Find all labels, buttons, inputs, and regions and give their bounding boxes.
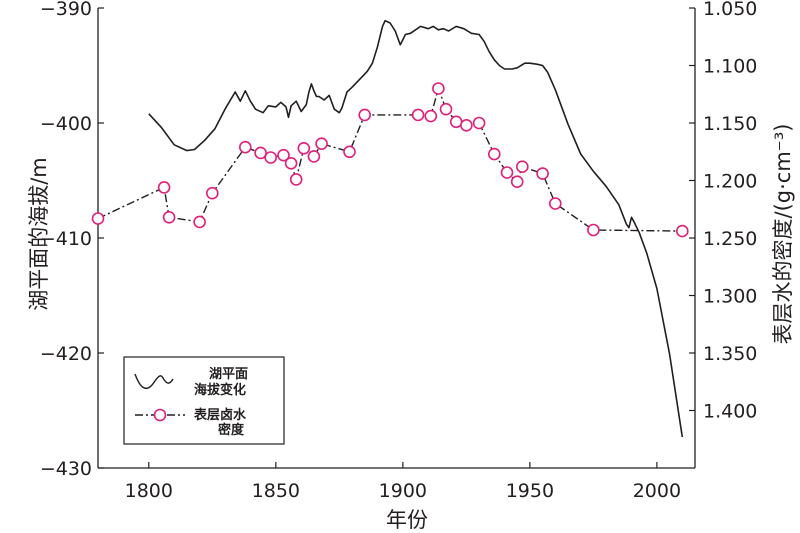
density-data-point xyxy=(675,224,689,238)
right-y-tick-label: 1.300 xyxy=(703,286,757,308)
right-y-axis-title: 表层水的密度/(g·cm⁻³) xyxy=(771,124,795,345)
density-data-point xyxy=(343,145,356,159)
legend-label-elevation-1: 湖平面 xyxy=(209,367,248,382)
elevation-series-line xyxy=(148,19,684,438)
right-y-tick-label: 1.200 xyxy=(703,171,757,193)
left-y-tick-label: −420 xyxy=(40,343,92,365)
x-tick-label: 2000 xyxy=(633,480,681,502)
density-data-point xyxy=(239,140,252,154)
series-layer xyxy=(91,19,689,438)
legend-box xyxy=(123,356,285,445)
density-data-point xyxy=(315,137,328,150)
density-data-point xyxy=(536,167,549,180)
density-data-point xyxy=(449,115,463,129)
right-y-tick-label: 1.150 xyxy=(703,113,757,135)
x-tick-label: 1950 xyxy=(506,480,554,502)
density-data-point xyxy=(424,109,438,123)
left-y-axis-title: 湖平面的海拔/m xyxy=(27,157,51,311)
density-data-point xyxy=(254,146,267,160)
legend-swatch-solid-line xyxy=(134,373,174,389)
right-y-tick-label: 1.350 xyxy=(703,343,757,365)
density-data-point xyxy=(206,186,219,200)
density-series-line xyxy=(97,87,683,232)
density-data-point xyxy=(307,150,321,163)
density-data-point xyxy=(284,157,298,170)
density-data-point xyxy=(91,212,105,225)
density-data-point xyxy=(510,175,524,188)
density-data-point xyxy=(472,116,486,130)
x-axis-title: 年份 xyxy=(386,508,428,532)
legend-label-density-1: 表层卤水 xyxy=(193,407,247,423)
left-y-tick-label: −410 xyxy=(40,228,92,250)
x-tick-label: 1800 xyxy=(125,480,173,502)
density-data-point xyxy=(277,148,290,162)
density-data-point xyxy=(500,166,514,179)
left-y-tick-label: −390 xyxy=(40,0,92,20)
density-data-point xyxy=(587,223,600,237)
legend-label-density-2: 密度 xyxy=(217,422,245,438)
left-y-tick-label: −400 xyxy=(40,113,92,135)
density-data-point xyxy=(264,151,278,164)
x-axis-ticks: 1800 1850 1900 1950 2000 xyxy=(125,462,681,502)
density-data-point xyxy=(193,215,206,229)
right-y-tick-label: 1.250 xyxy=(703,228,757,250)
right-y-tick-label: 1.100 xyxy=(703,56,757,78)
x-tick-label: 1850 xyxy=(252,480,300,502)
right-y-tick-label: 1.050 xyxy=(703,0,757,20)
density-data-point xyxy=(515,160,529,173)
legend-swatch-circle-marker xyxy=(153,408,167,422)
density-data-point xyxy=(487,147,501,161)
density-data-point xyxy=(411,108,425,122)
density-data-point xyxy=(358,108,372,122)
right-y-axis-ticks: 1.050 1.100 1.150 1.200 1.250 1.300 1.350 1.400 xyxy=(689,0,757,423)
left-y-axis-ticks: −390 −400 −410 −420 −430 xyxy=(40,0,104,480)
density-data-point xyxy=(162,211,176,224)
legend: 湖平面 海拔变化 表层卤水 密度 xyxy=(123,356,285,445)
density-data-point xyxy=(460,119,473,132)
legend-label-elevation-2: 海拔变化 xyxy=(194,382,246,398)
density-data-point xyxy=(157,181,171,194)
density-data-point xyxy=(289,173,303,186)
density-data-point xyxy=(432,82,445,95)
right-y-tick-label: 1.400 xyxy=(703,401,757,423)
density-data-point xyxy=(439,102,453,116)
x-tick-label: 1900 xyxy=(379,480,427,502)
density-data-point xyxy=(297,142,311,155)
left-y-tick-label: −430 xyxy=(40,458,92,480)
density-data-point xyxy=(548,197,562,210)
